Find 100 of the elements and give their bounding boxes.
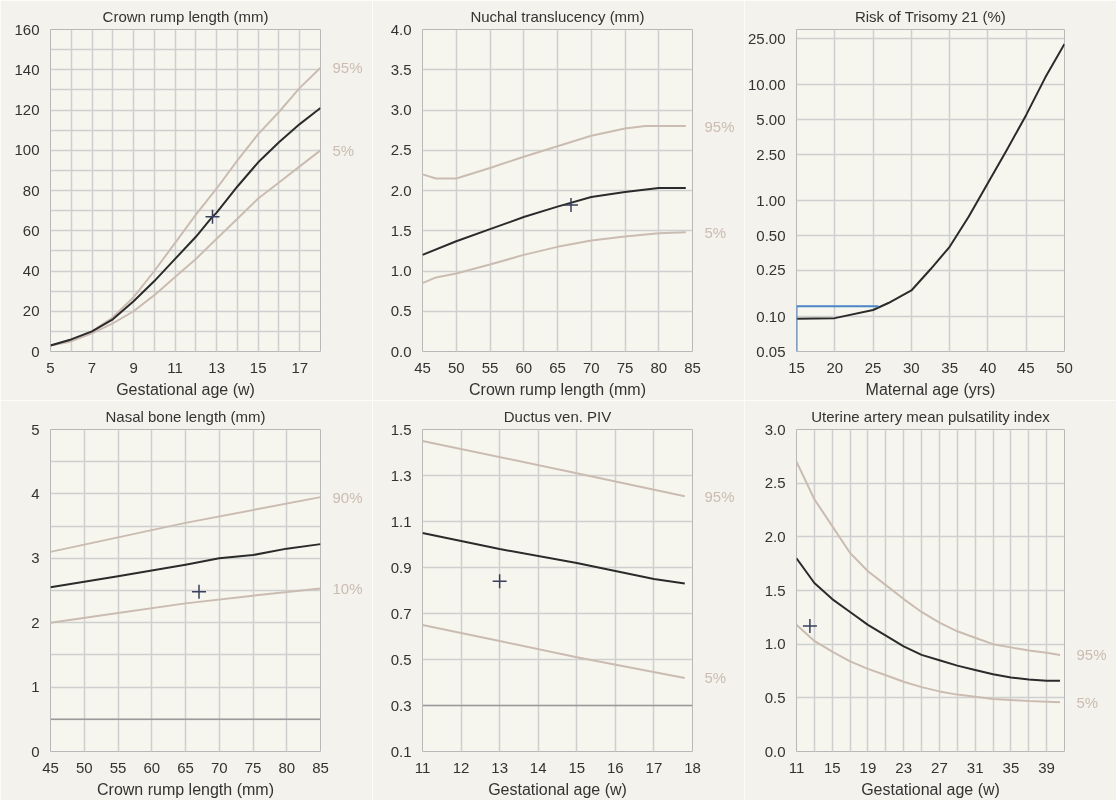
y-tick-label: 1.0 — [764, 635, 786, 653]
y-tick-label: 4.0 — [390, 20, 412, 38]
y-tick-label: 0.05 — [756, 342, 786, 360]
x-tick-label: 85 — [684, 358, 701, 376]
x-tick-label: 17 — [645, 758, 663, 776]
x-tick-label: 60 — [143, 758, 161, 776]
x-tick-label: 70 — [210, 758, 228, 776]
y-tick-label: 2.5 — [764, 474, 786, 492]
x-tick-label: 13 — [491, 758, 508, 776]
y-tick-label: 0.10 — [756, 307, 786, 325]
x-tick-label: 39 — [1038, 758, 1055, 776]
y-tick-label: 3.0 — [764, 420, 786, 438]
x-axis-title: Gestational age (w) — [861, 780, 1000, 798]
y-tick-label: 0.50 — [756, 226, 786, 244]
series-label: 10% — [332, 580, 363, 598]
y-tick-label: 0.0 — [390, 342, 412, 360]
x-tick-label: 9 — [129, 358, 138, 376]
series-label: 5% — [704, 223, 727, 241]
y-tick-label: 2 — [31, 613, 40, 631]
x-tick-label: 65 — [177, 758, 194, 776]
x-tick-label: 30 — [903, 358, 920, 376]
y-tick-label: 0.5 — [764, 688, 786, 706]
x-tick-label: 75 — [244, 758, 262, 776]
x-tick-label: 50 — [1056, 358, 1073, 376]
y-tick-label: 2.0 — [764, 527, 786, 545]
x-tick-label: 11 — [167, 358, 183, 376]
x-tick-label: 75 — [616, 358, 634, 376]
y-tick-label: 4 — [31, 484, 40, 502]
y-tick-label: 0.3 — [390, 696, 412, 714]
y-tick-label: 120 — [14, 101, 40, 118]
series-label: 95% — [1076, 646, 1107, 664]
x-tick-label: 23 — [895, 758, 913, 776]
y-tick-label: 25.00 — [747, 29, 786, 47]
x-axis-title: Crown rump length (mm) — [469, 380, 646, 398]
y-tick-label: 5 — [31, 420, 40, 438]
y-tick-label: 0.0 — [764, 742, 786, 760]
series-label: 5% — [1076, 693, 1099, 711]
series-label: 95% — [332, 59, 363, 77]
series-label: 5% — [704, 669, 727, 687]
x-tick-label: 55 — [109, 758, 127, 776]
chart-title: Nasal bone length (mm) — [105, 407, 266, 425]
x-tick-label: 35 — [941, 358, 958, 376]
x-tick-label: 31 — [966, 758, 984, 776]
y-tick-label: 0.5 — [390, 302, 412, 320]
x-axis-title: Maternal age (yrs) — [865, 380, 996, 398]
y-tick-label: 2.5 — [390, 141, 412, 159]
x-tick-label: 45 — [1017, 358, 1035, 376]
x-axis-title: Gestational age (w) — [116, 380, 255, 398]
y-tick-label: 0 — [31, 742, 40, 760]
chart-title: Risk of Trisomy 21 (%) — [854, 7, 1006, 25]
series-label: 95% — [704, 117, 735, 135]
y-tick-label: 10.00 — [747, 75, 786, 93]
x-tick-label: 45 — [414, 358, 431, 376]
x-tick-label: 85 — [312, 758, 329, 776]
x-tick-label: 50 — [75, 758, 93, 776]
y-tick-label: 160 — [14, 20, 40, 38]
y-tick-label: 40 — [22, 262, 40, 279]
x-tick-label: 25 — [864, 358, 882, 376]
x-tick-label: 27 — [931, 758, 948, 776]
x-tick-label: 15 — [823, 758, 841, 776]
x-tick-label: 15 — [568, 758, 586, 776]
series-label: 5% — [332, 141, 355, 159]
x-tick-label: 65 — [549, 358, 566, 376]
x-tick-label: 55 — [481, 358, 499, 376]
y-tick-label: 1.5 — [390, 221, 412, 239]
x-tick-label: 12 — [452, 758, 470, 776]
x-tick-label: 80 — [650, 358, 668, 376]
x-tick-label: 45 — [42, 758, 59, 776]
series-label: 90% — [332, 488, 363, 506]
y-tick-label: 80 — [22, 181, 40, 199]
chart-title: Ductus ven. PIV — [503, 407, 612, 425]
y-tick-label: 1.3 — [390, 466, 412, 484]
y-tick-label: 0.7 — [390, 604, 412, 622]
y-tick-label: 5.00 — [756, 110, 786, 128]
x-tick-label: 15 — [249, 358, 267, 376]
y-tick-label: 1.5 — [390, 420, 412, 438]
x-tick-label: 20 — [826, 358, 844, 376]
y-tick-label: 1.5 — [764, 581, 786, 599]
y-tick-label: 3 — [31, 549, 40, 567]
x-tick-label: 18 — [684, 758, 701, 776]
x-tick-label: 13 — [208, 358, 225, 376]
x-tick-label: 11 — [414, 758, 431, 776]
y-tick-label: 100 — [14, 141, 40, 159]
y-tick-label: 140 — [14, 60, 40, 78]
series-label: 95% — [704, 487, 735, 505]
x-tick-label: 15 — [788, 358, 805, 376]
y-tick-label: 0.25 — [756, 261, 786, 279]
y-tick-label: 2.0 — [390, 181, 412, 199]
y-tick-label: 2.50 — [756, 145, 786, 163]
chart-title: Nuchal translucency (mm) — [470, 7, 645, 25]
x-axis-title: Crown rump length (mm) — [97, 780, 274, 798]
x-tick-label: 17 — [291, 358, 309, 376]
y-tick-label: 1.0 — [390, 262, 412, 279]
x-tick-label: 5 — [46, 358, 55, 376]
chart-title: Uterine artery mean pulsatility index — [811, 407, 1051, 425]
y-tick-label: 0.1 — [390, 742, 412, 760]
chart-title: Crown rump length (mm) — [102, 7, 269, 25]
y-tick-label: 20 — [22, 302, 40, 320]
x-tick-label: 60 — [515, 358, 533, 376]
x-tick-label: 35 — [1002, 758, 1020, 776]
